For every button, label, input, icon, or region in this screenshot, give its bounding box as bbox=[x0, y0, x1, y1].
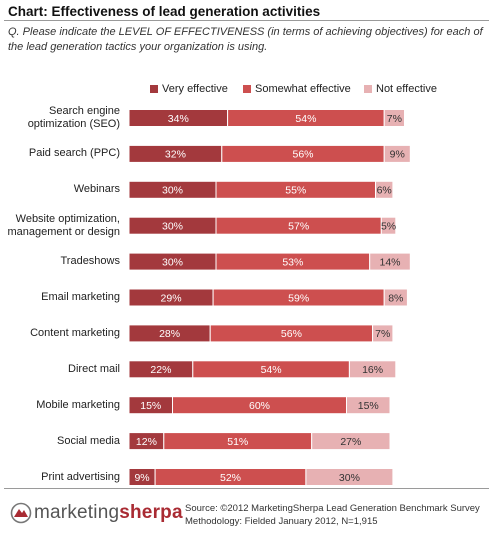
logo-text-sherpa: sherpa bbox=[119, 502, 183, 523]
bar-value-label: 8% bbox=[388, 292, 403, 304]
bar-value-label: 5% bbox=[381, 221, 396, 233]
stacked-bar-chart: 34% 54% 7% 32% 56% 9% 30% 55% 6% 30% 57% 5% 30% 53% 14… bbox=[128, 109, 411, 486]
bar-segment-not-effective bbox=[348, 360, 397, 379]
category-label-line: Social media bbox=[57, 434, 120, 447]
category-label-line: Tradeshows bbox=[60, 255, 120, 268]
category-label: Social media bbox=[0, 435, 120, 448]
bar-segment-not-effective bbox=[383, 109, 406, 127]
bar-segment-not-effective bbox=[375, 180, 394, 199]
bar-value-label: 30% bbox=[162, 185, 183, 197]
bar-value-label: 15% bbox=[358, 400, 379, 412]
category-label-line: Search engine bbox=[49, 105, 120, 117]
bar-value-label: 7% bbox=[387, 113, 402, 125]
bar-value-label: 30% bbox=[339, 472, 360, 484]
legend-swatch-not-effective bbox=[364, 85, 372, 93]
bar-value-label: 52% bbox=[220, 472, 241, 484]
legend-item-not-effective: Not effective bbox=[364, 83, 437, 95]
bar-segment-not-effective bbox=[383, 144, 411, 163]
logo-text-marketing: marketing bbox=[34, 502, 120, 523]
category-label-line: Email marketing bbox=[41, 291, 120, 303]
source-line: Source: ©2012 MarketingSherpa Lead Gener… bbox=[185, 503, 480, 514]
bar-value-label: 30% bbox=[162, 256, 183, 268]
category-label-line: management or design bbox=[7, 225, 120, 238]
bar-value-label: 56% bbox=[292, 149, 313, 161]
category-label-line: Webinars bbox=[73, 183, 120, 196]
category-label-line: Print advertising bbox=[41, 470, 120, 483]
bar-segment-not-effective bbox=[369, 252, 411, 271]
category-label-line: Content marketing bbox=[30, 326, 120, 339]
title-divider bbox=[4, 20, 489, 21]
bar-value-label: 6% bbox=[377, 185, 392, 197]
bar-value-label: 59% bbox=[288, 292, 309, 304]
legend-label-not-effective: Not effective bbox=[376, 83, 437, 95]
bar-value-label: 14% bbox=[379, 256, 400, 268]
bar-value-label: 9% bbox=[390, 149, 405, 161]
bar-value-label: 60% bbox=[249, 400, 270, 412]
category-label: Mobile marketing bbox=[0, 399, 120, 412]
legend-item-very-effective: Very effective bbox=[150, 83, 228, 95]
bar-segment-not-effective bbox=[372, 324, 394, 343]
methodology-line: Methodology: Fielded January 2012, N=1,9… bbox=[185, 516, 378, 527]
legend-swatch-very-effective bbox=[150, 85, 158, 93]
category-label-line: optimization (SEO) bbox=[27, 118, 120, 130]
mountain-logo-icon bbox=[10, 502, 32, 524]
bar-value-label: 12% bbox=[136, 436, 157, 448]
bar-segment-not-effective bbox=[305, 468, 394, 486]
legend-label-very-effective: Very effective bbox=[162, 83, 228, 95]
category-label-line: Paid search (PPC) bbox=[28, 147, 120, 160]
bar-value-label: 32% bbox=[165, 149, 186, 161]
legend-label-somewhat-effective: Somewhat effective bbox=[255, 83, 351, 95]
category-label: Tradeshows bbox=[0, 255, 120, 268]
marketingsherpa-logo: marketingsherpa bbox=[10, 500, 183, 526]
category-label-line: Direct mail bbox=[68, 362, 120, 375]
chart-legend: Very effective Somewhat effective Not ef… bbox=[0, 83, 493, 97]
bar-value-label: 54% bbox=[261, 364, 282, 376]
category-label: Email marketing bbox=[0, 291, 120, 304]
category-label-line: Website optimization, bbox=[15, 212, 120, 225]
chart-title: Chart: Effectiveness of lead generation … bbox=[8, 4, 321, 19]
bar-segment-not-effective bbox=[346, 396, 391, 415]
bar-value-label: 54% bbox=[295, 113, 316, 125]
bar-value-label: 28% bbox=[159, 328, 180, 340]
bar-value-label: 53% bbox=[282, 256, 303, 268]
bar-value-label: 57% bbox=[288, 221, 309, 233]
source-note: Source: ©2012 MarketingSherpa Lead Gener… bbox=[185, 502, 480, 528]
category-label: Search engine optimization (SEO) bbox=[0, 105, 120, 131]
legend-swatch-somewhat-effective bbox=[243, 85, 251, 93]
bar-value-label: 16% bbox=[362, 364, 383, 376]
bar-value-label: 56% bbox=[281, 328, 302, 340]
bar-value-label: 22% bbox=[150, 364, 171, 376]
footer-divider bbox=[4, 488, 489, 489]
bar-value-label: 27% bbox=[340, 436, 361, 448]
bar-value-label: 29% bbox=[161, 292, 182, 304]
bar-value-label: 55% bbox=[285, 185, 306, 197]
bar-value-label: 30% bbox=[162, 221, 183, 233]
bar-value-label: 15% bbox=[140, 400, 161, 412]
legend-item-somewhat-effective: Somewhat effective bbox=[243, 83, 351, 95]
category-label: Paid search (PPC) bbox=[0, 147, 120, 160]
bar-value-label: 51% bbox=[227, 436, 248, 448]
category-label-line: Mobile marketing bbox=[36, 398, 120, 411]
category-label: Direct mail bbox=[0, 363, 120, 376]
bar-segment-not-effective bbox=[380, 216, 397, 235]
bar-segment-not-effective bbox=[311, 432, 391, 451]
bar-segment-not-effective bbox=[383, 288, 408, 307]
category-label: Content marketing bbox=[0, 327, 120, 340]
category-label: Webinars bbox=[0, 183, 120, 196]
category-label: Print advertising bbox=[0, 471, 120, 484]
category-label: Website optimization, management or desig… bbox=[0, 213, 120, 239]
survey-question: Q. Please indicate the LEVEL OF EFFECTIV… bbox=[8, 26, 483, 53]
bar-value-label: 34% bbox=[168, 113, 189, 125]
bar-value-label: 7% bbox=[375, 328, 390, 340]
bar-value-label: 9% bbox=[134, 472, 149, 484]
